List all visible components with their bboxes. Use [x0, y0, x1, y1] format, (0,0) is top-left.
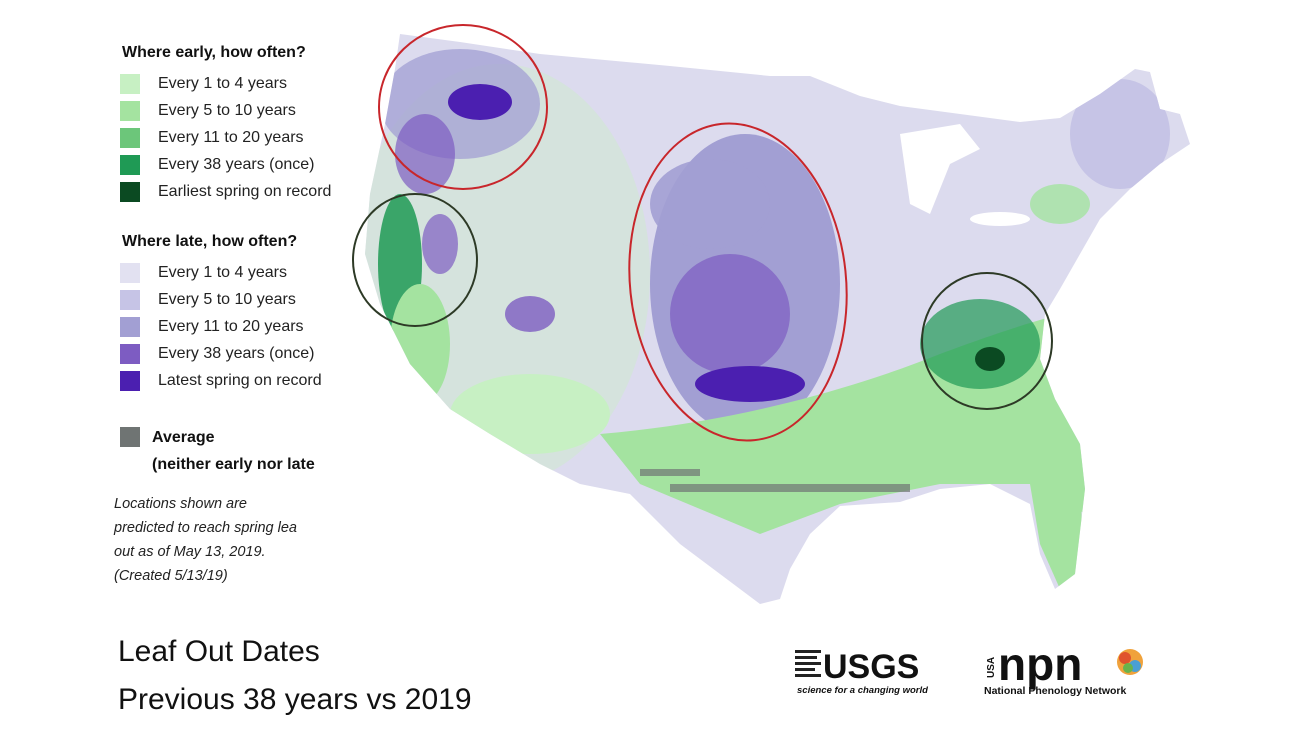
region-florida-early	[1030, 484, 1085, 589]
region-appalachia-earliest	[975, 347, 1005, 371]
caption-line-1: Leaf Out Dates	[118, 635, 320, 668]
legend-swatch	[120, 289, 140, 310]
legend-swatch	[120, 100, 140, 121]
legend-label: Every 5 to 10 years	[158, 290, 296, 308]
legend-average-label: Average	[152, 429, 215, 446]
region-appalachia-early	[920, 299, 1040, 389]
us-leaf-out-map	[352, 24, 1190, 604]
legend-swatch	[120, 154, 140, 175]
region-plains-late-darker	[670, 254, 790, 374]
legend-item: Latest spring on record	[110, 367, 322, 394]
usgs-tagline: science for a changing world	[797, 685, 928, 696]
legend-average: Average (neither early nor late	[110, 424, 315, 478]
region-northeast-late	[1070, 79, 1170, 189]
legend-label: Every 11 to 20 years	[158, 317, 304, 335]
annotation-circle-northwest	[378, 24, 548, 190]
region-texas-average	[640, 469, 700, 476]
legend-item: Every 5 to 10 years	[110, 286, 322, 313]
annotation-circle-appalachia	[921, 272, 1053, 410]
legend-label: Every 11 to 20 years	[158, 128, 304, 146]
annotation-circle-plains	[628, 122, 848, 442]
legend-item: Every 1 to 4 years	[110, 259, 322, 286]
legend-late-section: Where late, how often? Every 1 to 4 year…	[110, 233, 322, 394]
legend-label: Every 1 to 4 years	[158, 263, 287, 281]
note-line: predicted to reach spring lea	[114, 520, 297, 536]
legend-item: Every 38 years (once)	[110, 151, 331, 178]
caption-line-2: Previous 38 years vs 2019	[118, 683, 472, 716]
lake-erie	[970, 212, 1030, 226]
legend-swatch	[120, 73, 140, 94]
legend-average-sublabel: (neither early nor late	[152, 456, 315, 473]
region-northeast-early	[1030, 184, 1090, 224]
legend-early-heading: Where early, how often?	[122, 44, 306, 61]
legend-item: Every 5 to 10 years	[110, 97, 331, 124]
legend-swatch	[120, 370, 140, 391]
npn-leaf-icon	[1117, 649, 1143, 675]
legend-swatch	[120, 343, 140, 364]
region-oregon-late	[395, 114, 455, 194]
region-northwest-record-late	[448, 84, 512, 120]
slide-caption: Leaf Out Dates Previous 38 years vs 2019	[118, 628, 472, 724]
region-north-plains-late	[650, 159, 770, 249]
legend-swatch	[120, 181, 140, 202]
legend-early-section: Where early, how often? Every 1 to 4 yea…	[110, 44, 331, 205]
region-texas-record-late	[695, 366, 805, 402]
legend-label: Every 5 to 10 years	[158, 101, 296, 119]
legend-swatch-average	[120, 427, 140, 447]
great-lakes	[900, 124, 980, 214]
legend-label: Every 38 years (once)	[158, 155, 315, 173]
annotation-circle-california	[352, 193, 478, 327]
note-line: out as of May 13, 2019.	[114, 544, 266, 560]
map-note: Locations shown are predicted to reach s…	[114, 492, 364, 588]
region-sierra-late	[422, 214, 458, 274]
usgs-wave-icon	[795, 650, 821, 677]
npn-logo-text: npn	[998, 638, 1082, 690]
region-california-early-light	[390, 284, 450, 404]
note-line: (Created 5/13/19)	[114, 568, 228, 584]
legend-item: Every 1 to 4 years	[110, 70, 331, 97]
legend-item: Every 38 years (once)	[110, 340, 322, 367]
npn-tagline: National Phenology Network	[984, 685, 1127, 697]
legend-item: Every 11 to 20 years	[110, 124, 331, 151]
legend-label: Latest spring on record	[158, 371, 322, 389]
legend-label: Every 1 to 4 years	[158, 74, 287, 92]
legend-swatch	[120, 316, 140, 337]
legend-swatch	[120, 127, 140, 148]
note-line: Locations shown are	[114, 496, 247, 512]
legend-label: Every 38 years (once)	[158, 344, 315, 362]
region-rockies-late	[505, 296, 555, 332]
usgs-logo-text: USGS	[823, 648, 919, 686]
legend-item: Every 11 to 20 years	[110, 313, 322, 340]
npn-logo: USA npn National Phenology Network	[984, 638, 1143, 697]
legend-item: Earliest spring on record	[110, 178, 331, 205]
npn-prefix: USA	[986, 657, 997, 678]
usgs-logo: USGS science for a changing world	[795, 648, 928, 696]
legend-swatch	[120, 262, 140, 283]
region-southwest-early	[450, 374, 610, 454]
legend-label: Earliest spring on record	[158, 182, 332, 200]
legend-late-heading: Where late, how often?	[122, 233, 298, 250]
region-gulf-average	[670, 484, 910, 492]
